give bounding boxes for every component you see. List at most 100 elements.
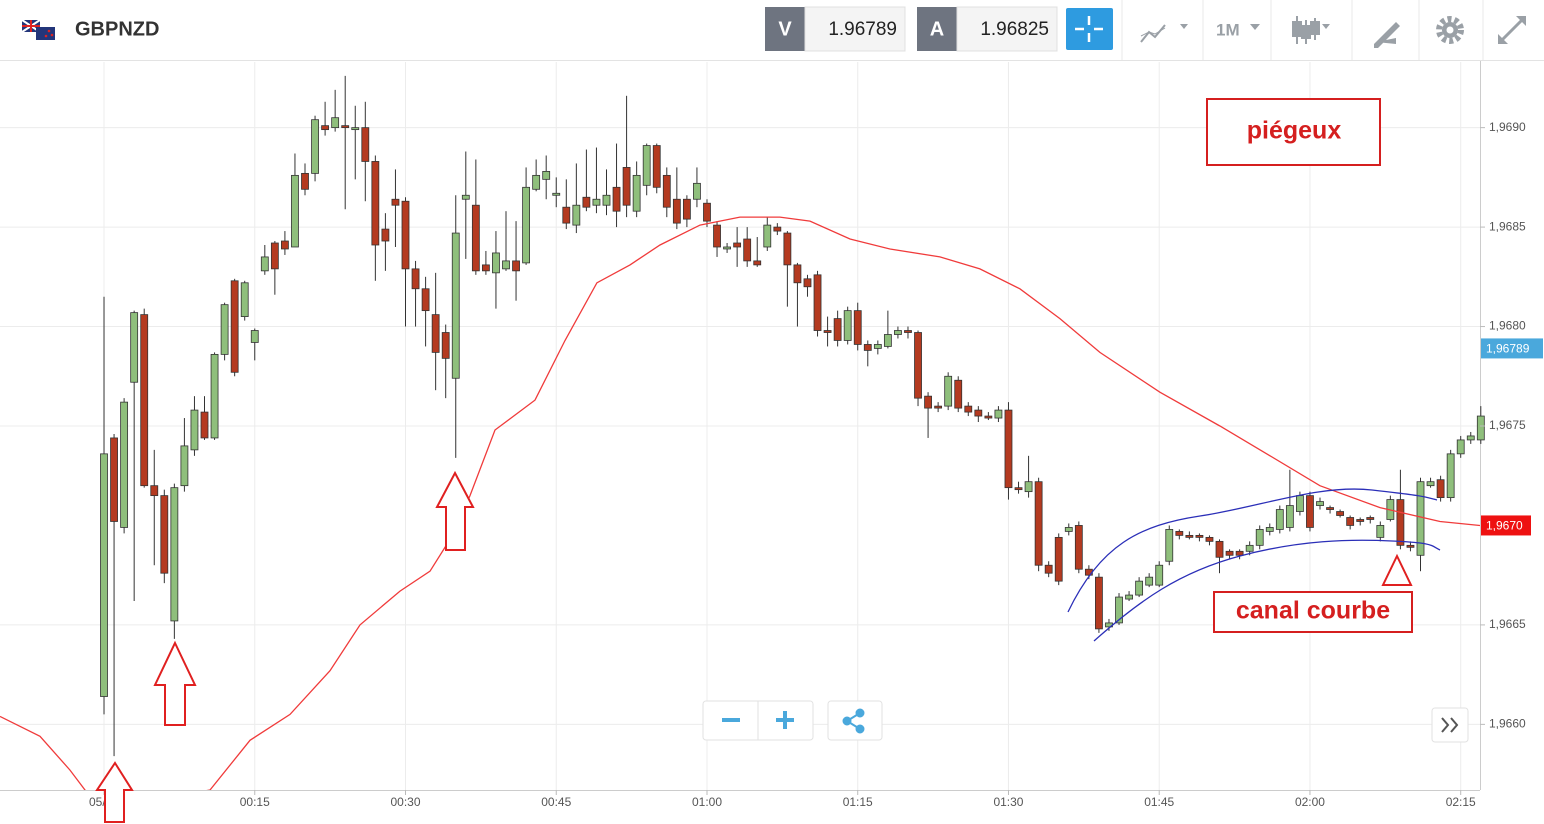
settings-button[interactable] bbox=[1436, 16, 1464, 44]
candle-body bbox=[481, 264, 490, 272]
y-tick-label: 1,9665 bbox=[1489, 617, 1526, 631]
candle-body bbox=[1225, 550, 1234, 556]
candle-body bbox=[1145, 576, 1154, 586]
x-tick-label: 02:00 bbox=[1295, 795, 1325, 809]
grid bbox=[0, 62, 1480, 790]
candle-body bbox=[1265, 527, 1274, 532]
candle-body bbox=[180, 445, 189, 487]
candle-body bbox=[371, 161, 380, 246]
price-tag-label: 1,96789 bbox=[1486, 342, 1530, 356]
candle-body bbox=[1476, 415, 1485, 441]
buy-label-box[interactable] bbox=[917, 7, 957, 51]
candle-body bbox=[793, 264, 802, 284]
x-tick-label: 02:15 bbox=[1446, 795, 1476, 809]
candle-body bbox=[291, 174, 299, 248]
candle-body bbox=[1255, 529, 1264, 546]
candle-body bbox=[1175, 531, 1184, 536]
draw-button[interactable] bbox=[1374, 22, 1400, 48]
candle-body bbox=[100, 453, 108, 697]
candle-body bbox=[421, 288, 430, 312]
timeframe[interactable]: 1M bbox=[1216, 20, 1240, 39]
candle-body bbox=[743, 238, 752, 262]
candle-body bbox=[1426, 481, 1435, 487]
chart-type-button[interactable] bbox=[1140, 24, 1188, 43]
y-tick-label: 1,9690 bbox=[1489, 120, 1526, 134]
candle-body bbox=[974, 409, 983, 417]
zoom-in[interactable] bbox=[776, 711, 794, 729]
candle-body bbox=[1125, 594, 1133, 600]
candle-body bbox=[582, 196, 591, 208]
sell-price[interactable]: 1.96789 bbox=[828, 19, 897, 40]
candle-body bbox=[853, 310, 862, 345]
candle-body bbox=[120, 401, 129, 528]
buy-price-box[interactable] bbox=[956, 6, 1058, 52]
candle-body bbox=[833, 318, 842, 341]
y-tick-label: 1,9675 bbox=[1489, 418, 1526, 432]
candle-body bbox=[914, 332, 922, 399]
share[interactable] bbox=[842, 708, 865, 734]
candle-body bbox=[652, 145, 661, 188]
candle-body bbox=[1366, 517, 1375, 520]
candle-body bbox=[612, 186, 621, 212]
candle-body bbox=[1024, 481, 1033, 493]
candle-body bbox=[1436, 479, 1445, 499]
candle-body bbox=[411, 268, 420, 290]
candle-body bbox=[1205, 536, 1214, 542]
candle-body bbox=[863, 344, 872, 351]
candle-body bbox=[773, 226, 782, 232]
candle-body bbox=[944, 375, 953, 407]
candle-body bbox=[170, 487, 179, 622]
channel bbox=[1067, 488, 1441, 642]
zoom-controls bbox=[702, 700, 1469, 743]
candle-body bbox=[1034, 481, 1043, 566]
candle-body bbox=[723, 246, 731, 250]
candles bbox=[100, 75, 1485, 757]
candle-body bbox=[492, 252, 500, 274]
candle-body bbox=[672, 198, 681, 224]
candle-body bbox=[1466, 435, 1475, 441]
candle-body bbox=[1215, 540, 1224, 558]
candle-body bbox=[1285, 505, 1294, 528]
buy-label[interactable]: A bbox=[930, 18, 944, 40]
candle-body bbox=[160, 495, 169, 574]
annotation-box bbox=[1213, 591, 1413, 633]
candle-body bbox=[994, 409, 1003, 419]
candle-body bbox=[1014, 487, 1023, 491]
candle-body bbox=[321, 125, 330, 131]
flag bbox=[21, 19, 55, 40]
candle-body bbox=[240, 282, 249, 318]
candle-body bbox=[1185, 534, 1194, 538]
candle-body bbox=[1054, 536, 1063, 582]
candle-body bbox=[1316, 501, 1324, 506]
candle-body bbox=[281, 240, 289, 250]
sell-price-box[interactable] bbox=[804, 6, 906, 52]
x-tick-label: 01:00 bbox=[692, 795, 722, 809]
sell-label[interactable]: V bbox=[778, 18, 792, 40]
candle-body bbox=[130, 312, 139, 383]
candle-body bbox=[391, 198, 400, 206]
candle-body bbox=[301, 172, 309, 190]
x-tick-label: 00:45 bbox=[541, 795, 571, 809]
candle-body bbox=[250, 330, 259, 343]
symbol: GBPNZD bbox=[75, 18, 159, 40]
scroll-end[interactable] bbox=[1441, 717, 1459, 733]
candle-button[interactable] bbox=[1292, 16, 1330, 44]
expand-button[interactable] bbox=[1498, 16, 1526, 44]
timeframe-caret[interactable] bbox=[1250, 24, 1260, 30]
candle-body bbox=[441, 332, 450, 359]
candle-body bbox=[1064, 527, 1073, 532]
sell-label-box[interactable] bbox=[765, 7, 805, 51]
buy-price[interactable]: 1.96825 bbox=[980, 19, 1049, 40]
crosshair-button[interactable] bbox=[1066, 8, 1113, 50]
candle-body bbox=[351, 127, 360, 131]
candle-body bbox=[763, 224, 772, 248]
candle-body bbox=[622, 167, 631, 206]
zoom-out[interactable] bbox=[722, 718, 740, 722]
annotation: canal courbe bbox=[1236, 597, 1390, 625]
candle-body bbox=[602, 194, 611, 206]
candle-body bbox=[813, 274, 822, 331]
candle-body bbox=[311, 119, 319, 174]
moving-average bbox=[0, 216, 1480, 790]
candle-body bbox=[230, 280, 239, 373]
